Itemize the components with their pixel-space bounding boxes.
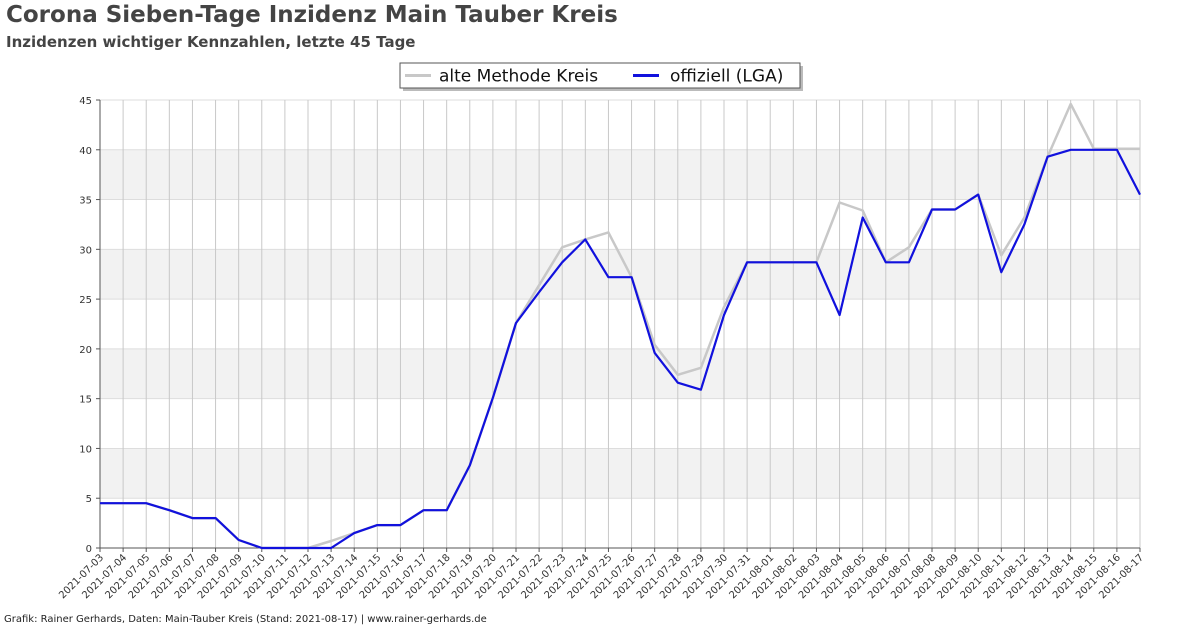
plot-band <box>100 249 1140 300</box>
y-tick-label: 5 <box>86 494 92 505</box>
legend-box <box>399 62 801 89</box>
x-axis-ticks: 2021-07-032021-07-042021-07-052021-07-06… <box>57 548 1146 601</box>
y-tick-label: 45 <box>79 96 92 107</box>
series-line-offiziell <box>100 148 1141 550</box>
chart-footer: Grafik: Rainer Gerhards, Daten: Main-Tau… <box>4 614 487 625</box>
vertical-gridlines <box>99 100 1141 548</box>
plot-band <box>100 149 1140 200</box>
y-tick-label: 40 <box>79 146 92 157</box>
series-lines <box>100 102 1141 550</box>
chart-title: Corona Sieben-Tage Inzidenz Main Tauber … <box>6 2 618 28</box>
plot-band <box>100 348 1140 399</box>
y-axis-ticks: 0 5 10 15 20 25 30 35 40 45 <box>79 96 100 555</box>
legend: alte Methode Kreis offiziell (LGA) <box>399 62 803 91</box>
y-tick-label: 10 <box>79 444 92 455</box>
y-tick-label: 15 <box>79 395 92 406</box>
plot-band <box>100 448 1140 499</box>
y-tick-label: 20 <box>79 345 92 356</box>
y-tick-label: 25 <box>79 295 92 306</box>
horizontal-gridlines <box>100 99 1140 549</box>
y-tick-label: 35 <box>79 196 92 207</box>
legend-label: alte Methode Kreis <box>439 67 598 87</box>
y-tick-label: 0 <box>86 544 92 555</box>
chart-subtitle: Inzidenzen wichtiger Kennzahlen, letzte … <box>6 33 416 51</box>
y-tick-label: 30 <box>79 245 92 256</box>
legend-label: offiziell (LGA) <box>670 67 783 87</box>
plot-bands <box>100 149 1140 499</box>
